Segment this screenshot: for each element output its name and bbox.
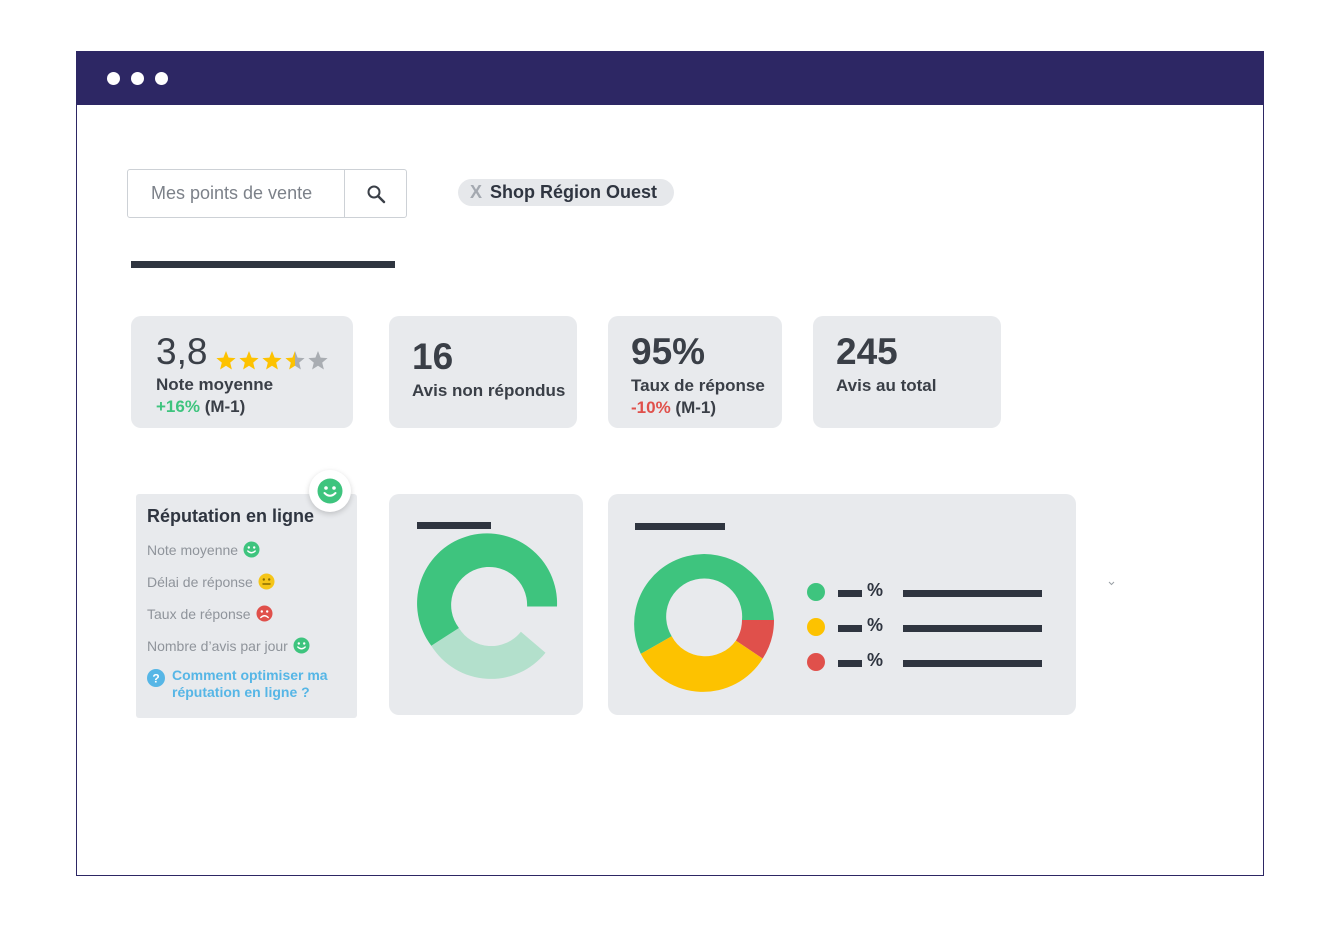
chevron-down-icon[interactable] (1108, 581, 1115, 586)
star-rating (216, 351, 328, 370)
window-dot-icon[interactable] (155, 72, 168, 85)
distribution-donut-chart (634, 554, 775, 692)
legend-dot-red (807, 653, 825, 671)
card-title-placeholder (635, 523, 725, 530)
trend-period: (M-1) (675, 398, 717, 417)
reputation-item: Taux de réponse (147, 605, 273, 622)
reputation-item: Note moyenne (147, 541, 260, 558)
browser-window: X Shop Région Ouest 3,8 Note moyenne +16… (76, 51, 1264, 876)
reputation-card: Réputation en ligne Note moyenne Délai d… (136, 494, 357, 718)
help-icon-glyph: ? (152, 672, 159, 686)
reputation-item-label: Taux de réponse (147, 605, 251, 622)
happy-face-icon (317, 478, 343, 504)
trend-negative: -10% (631, 398, 671, 417)
legend-dot-green (807, 583, 825, 601)
store-search (127, 169, 407, 218)
kpi-card-response-rate: 95% Taux de réponse -10% (M-1) (608, 316, 782, 428)
legend-value-placeholder (838, 625, 862, 632)
filter-chip-label: Shop Région Ouest (490, 182, 658, 202)
star-icon (308, 351, 328, 370)
trend-positive: +16% (156, 397, 200, 416)
help-icon: ? (147, 669, 165, 687)
neutral-face-icon (258, 573, 275, 590)
star-icon (262, 351, 282, 370)
unanswered-value: 16 (412, 336, 454, 377)
distribution-donut-card (608, 494, 1076, 715)
sad-face-icon (256, 605, 273, 622)
star-icon (216, 351, 236, 370)
remove-filter-icon[interactable]: X (470, 182, 483, 202)
response-rate-value: 95% (631, 331, 706, 372)
search-button[interactable] (344, 170, 407, 217)
reputation-item-label: Délai de réponse (147, 573, 253, 590)
trend-period: (M-1) (204, 397, 246, 416)
unanswered-label: Avis non répondus (412, 381, 566, 400)
optimize-reputation-link[interactable]: ? Comment optimiser ma réputation en lig… (147, 667, 332, 701)
donut-segment-light (431, 628, 546, 679)
donut-segment-green (634, 554, 774, 654)
progress-donut-card (389, 494, 583, 715)
half-star-icon (285, 351, 305, 370)
progress-donut-chart (417, 533, 558, 679)
card-title-placeholder (417, 522, 491, 529)
legend-label-placeholder (903, 590, 1042, 597)
legend-label-placeholder (903, 625, 1042, 632)
response-rate-label: Taux de réponse (631, 376, 765, 395)
response-rate-trend: -10% (M-1) (631, 398, 716, 418)
search-input[interactable] (128, 170, 344, 217)
reputation-item-label: Nombre d’avis par jour (147, 637, 288, 654)
legend-percent: % (867, 650, 884, 670)
reputation-item: Délai de réponse (147, 573, 275, 590)
total-label: Avis au total (836, 376, 937, 395)
legend-value-placeholder (838, 590, 862, 597)
rating-trend: +16% (M-1) (156, 397, 245, 417)
legend-percent: % (867, 580, 884, 600)
window-dot-icon[interactable] (131, 72, 144, 85)
legend-percent: % (867, 615, 884, 635)
kpi-card-total: 245 Avis au total (813, 316, 1001, 428)
filter-chip[interactable]: X Shop Région Ouest (458, 179, 675, 206)
window-titlebar (77, 52, 1263, 105)
happy-face-icon (243, 541, 260, 558)
rating-label: Note moyenne (156, 375, 274, 394)
rating-value: 3,8 (156, 331, 208, 372)
kpi-card-unanswered: 16 Avis non répondus (389, 316, 577, 428)
reputation-title: Réputation en ligne (147, 506, 315, 526)
donut-segment-red (735, 620, 775, 659)
happy-face-icon (293, 637, 310, 654)
legend-dot-yellow (807, 618, 825, 636)
reputation-item-label: Note moyenne (147, 541, 239, 558)
legend-value-placeholder (838, 660, 862, 667)
section-title-placeholder (131, 261, 395, 268)
kpi-card-rating: 3,8 Note moyenne +16% (M-1) (131, 316, 353, 428)
donut-segment-green (417, 533, 558, 646)
reputation-status-badge (309, 470, 351, 512)
legend-label-placeholder (903, 660, 1042, 667)
reputation-item: Nombre d’avis par jour (147, 637, 310, 654)
help-link-text: Comment optimiser ma réputation en ligne… (172, 667, 328, 700)
donut-segment-yellow (640, 636, 763, 692)
window-dot-icon[interactable] (107, 72, 120, 85)
star-icon (239, 351, 259, 370)
search-icon (367, 185, 386, 203)
total-value: 245 (836, 331, 898, 372)
